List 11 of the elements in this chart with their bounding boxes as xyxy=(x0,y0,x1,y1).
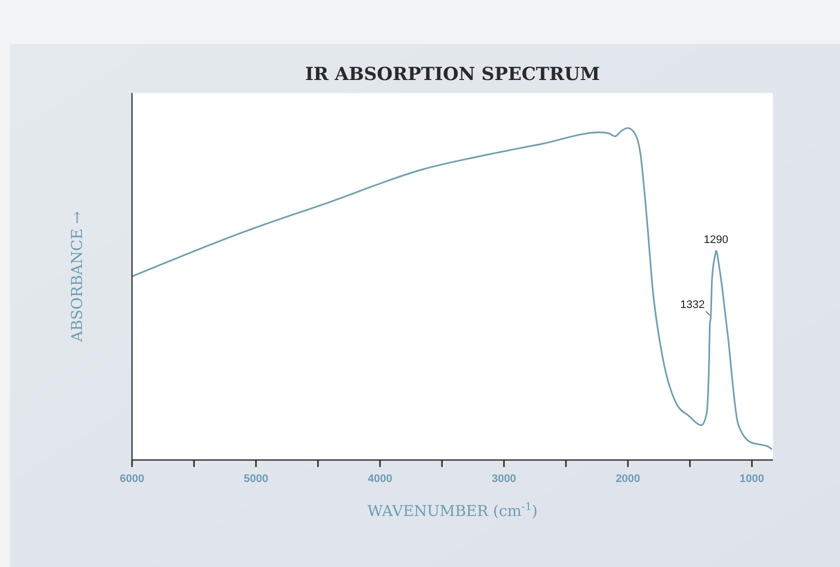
annotation: 1290 xyxy=(704,234,728,246)
x-tick-label: 1000 xyxy=(740,473,764,485)
x-tick-label: 4000 xyxy=(368,473,392,485)
chart-title: IR ABSORPTION SPECTRUM xyxy=(305,64,600,85)
x-tick-label: 5000 xyxy=(244,473,268,485)
annotation: 1332 xyxy=(680,299,705,312)
x-tick-label: 6000 xyxy=(120,473,144,485)
y-axis-title: ABSORBANCE → xyxy=(68,210,86,343)
x-tick-label: 2000 xyxy=(616,473,640,485)
x-axis-title: WAVENUMBER (cm$^{-1}$) xyxy=(367,501,538,520)
x-tick-label: 3000 xyxy=(492,473,516,485)
